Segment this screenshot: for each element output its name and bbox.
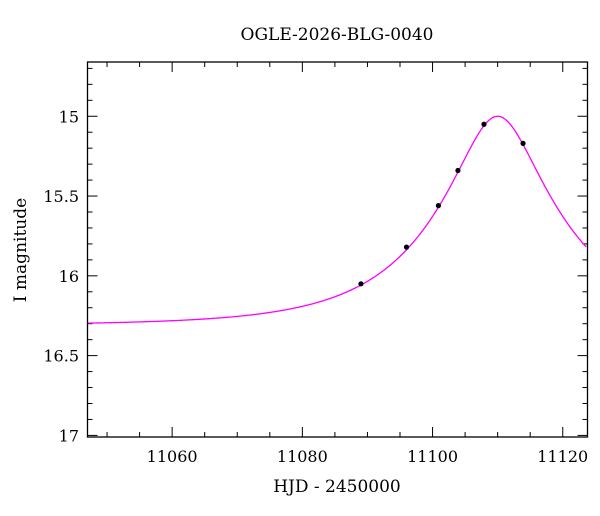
data-point [435,203,442,209]
x-tick-label: 11100 [407,447,458,466]
y-tick-label: 16.5 [43,347,79,366]
y-axis-label: I magnitude [11,198,31,302]
x-tick-label: 11060 [147,447,198,466]
y-tick-label: 15 [59,107,79,126]
data-point [358,281,364,287]
x-axis-label: HJD - 2450000 [273,477,401,497]
y-tick-label: 17 [59,426,79,445]
y-tick-label: 15.5 [43,187,79,206]
data-point [481,121,487,127]
y-tick-label: 16 [59,267,79,286]
x-tick-label: 11120 [537,447,588,466]
chart-title: OGLE-2026-BLG-0040 [241,25,434,45]
model-curve [87,115,587,324]
x-tick-label: 11080 [277,447,328,466]
plot-frame [86,61,589,438]
data-point [455,167,461,174]
data-point [520,140,526,146]
data-point [403,244,410,250]
